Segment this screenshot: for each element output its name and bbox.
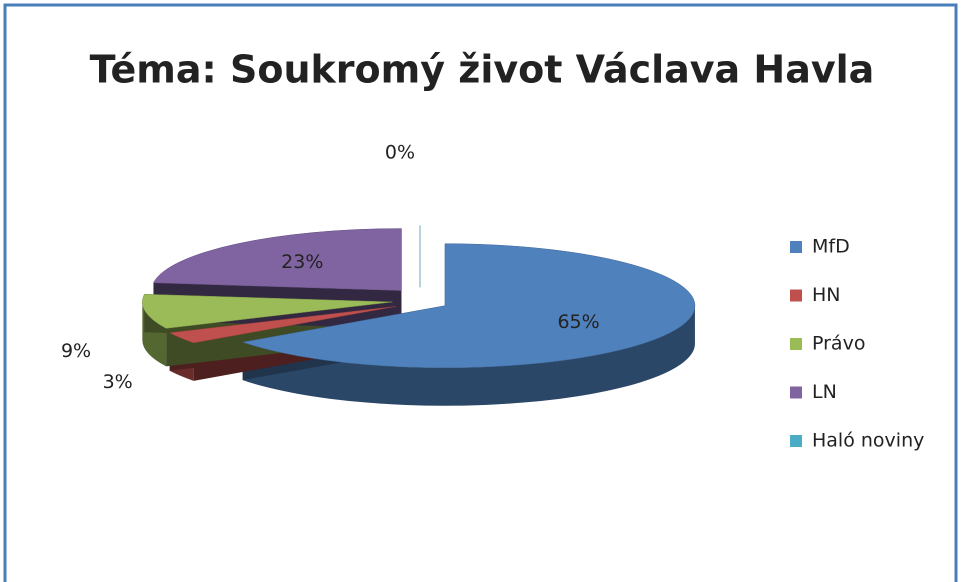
data-label: 9% [61,340,91,362]
legend-swatch [790,435,802,447]
legend-swatch [790,338,802,350]
data-label: 3% [103,371,133,393]
chart-title: Téma: Soukromý život Václava Havla [90,48,875,92]
legend-swatch [790,289,802,302]
legend-label: LN [812,381,837,403]
legend-label: HN [812,284,841,306]
slice [142,293,393,329]
legend-swatch [790,241,802,253]
data-label: 23% [281,251,323,273]
slice-side [242,305,695,406]
slice-tops [142,225,696,368]
slice [168,306,396,344]
slice [153,228,402,291]
data-label: 65% [557,311,599,333]
slice [241,243,696,368]
legend-swatch [790,386,802,399]
legend-label: Právo [812,333,865,355]
legend-label: MfD [812,236,850,258]
data-label: 0% [385,142,415,164]
legend-label: Haló noviny [812,430,924,452]
